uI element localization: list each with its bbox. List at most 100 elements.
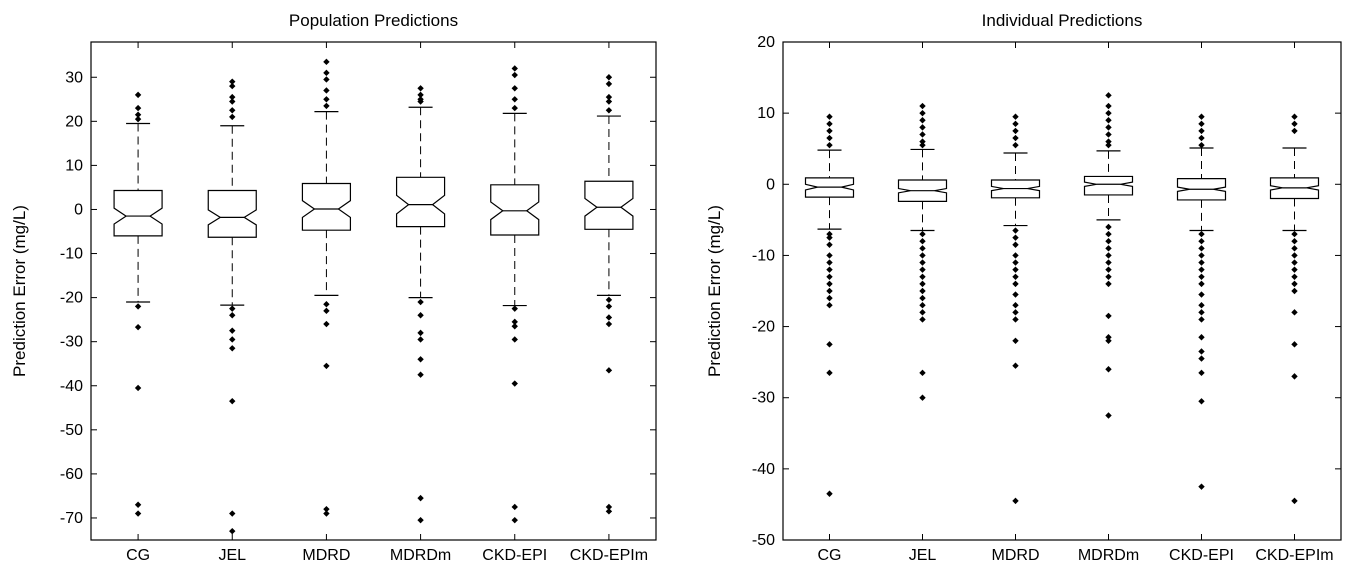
outlier-point — [919, 109, 926, 117]
y-tick-label: -30 — [60, 334, 83, 351]
outlier-point — [1105, 138, 1112, 145]
x-tick-label: MDRD — [302, 547, 350, 564]
outlier-point — [229, 327, 236, 334]
outlier-point — [1198, 291, 1205, 298]
outlier-point — [323, 102, 330, 110]
outlier-point — [1198, 309, 1205, 316]
outlier-point — [1105, 223, 1112, 231]
outlier-point — [1105, 273, 1112, 280]
y-tick-label: -40 — [60, 378, 83, 395]
outlier-point — [1105, 141, 1112, 149]
outlier-point — [826, 259, 833, 266]
outlier-point — [1291, 259, 1298, 266]
outlier-point — [1198, 316, 1205, 323]
outlier-point — [417, 516, 424, 524]
outlier-point — [323, 362, 330, 370]
outlier-point — [1291, 230, 1298, 238]
outlier-point — [1012, 280, 1019, 288]
y-tick-label: -50 — [752, 532, 775, 549]
outlier-point — [826, 134, 833, 142]
outlier-point — [1012, 241, 1019, 248]
y-tick-label: -40 — [752, 461, 775, 478]
outlier-point — [1012, 127, 1019, 135]
outlier-point — [134, 384, 142, 392]
outlier-point — [1105, 252, 1112, 259]
outlier-point — [1105, 412, 1112, 419]
outlier-point — [134, 104, 142, 112]
x-tick-label: CG — [818, 547, 842, 564]
outlier-point — [511, 65, 518, 72]
outlier-point — [1291, 266, 1298, 273]
outlier-point — [919, 131, 926, 138]
outlier-point — [323, 87, 330, 94]
notched-box — [584, 180, 634, 230]
outlier-point — [134, 501, 142, 508]
outlier-point — [229, 82, 236, 90]
outlier-point — [605, 93, 613, 101]
x-tick-label: JEL — [218, 547, 246, 564]
outlier-point — [511, 104, 518, 112]
outlier-point — [919, 287, 926, 295]
y-tick-label: 30 — [65, 69, 83, 86]
outlier-point — [1105, 280, 1112, 288]
outlier-point — [229, 336, 236, 343]
x-tick-label: CG — [126, 547, 150, 564]
outlier-point — [417, 312, 424, 319]
outlier-point — [1012, 291, 1019, 298]
outlier-point — [1105, 312, 1112, 320]
outlier-point — [826, 252, 833, 259]
outlier-point — [1012, 316, 1019, 323]
outlier-point — [1198, 280, 1205, 288]
outlier-point — [1105, 109, 1112, 117]
outlier-point — [1291, 287, 1298, 295]
individual-predictions-panel: Individual Predictions Prediction Error … — [705, 11, 1342, 564]
y-tick-label: 0 — [766, 176, 775, 193]
outlier-point — [511, 503, 518, 511]
x-tick-label: MDRDm — [1078, 547, 1139, 564]
outlier-point — [1291, 238, 1298, 245]
individual-y-axis-label: Prediction Error (mg/L) — [705, 205, 724, 377]
outlier-point — [919, 394, 926, 401]
x-tick-label: JEL — [909, 547, 937, 564]
outlier-point — [1198, 273, 1205, 280]
outlier-point — [229, 345, 236, 352]
outlier-point — [826, 127, 833, 135]
outlier-point — [323, 69, 330, 77]
outlier-point — [1198, 113, 1205, 120]
outlier-point — [1105, 117, 1112, 124]
y-tick-label: -10 — [60, 246, 83, 263]
outlier-point — [1012, 120, 1019, 128]
outlier-point — [1198, 348, 1205, 355]
y-tick-label: 20 — [757, 34, 775, 51]
outlier-point — [1198, 238, 1205, 245]
outlier-point — [1291, 245, 1298, 252]
outlier-point — [1291, 309, 1298, 316]
y-tick-label: -10 — [752, 247, 775, 264]
outlier-point — [229, 397, 236, 405]
outlier-point — [1198, 398, 1205, 405]
box-jel: JEL — [207, 42, 257, 564]
outlier-point — [605, 503, 613, 511]
outlier-point — [1012, 302, 1019, 309]
outlier-point — [1012, 497, 1019, 505]
outlier-point — [417, 371, 424, 378]
outlier-point — [1012, 337, 1019, 344]
outlier-point — [417, 494, 424, 502]
outlier-point — [919, 230, 926, 238]
outlier-point — [1198, 230, 1205, 238]
outlier-point — [323, 301, 330, 308]
outlier-point — [417, 336, 424, 343]
outlier-point — [826, 266, 833, 273]
outlier-point — [1198, 252, 1205, 259]
outlier-point — [134, 510, 142, 517]
outlier-point — [826, 490, 833, 497]
outlier-point — [1012, 227, 1019, 234]
outlier-point — [1012, 362, 1019, 369]
outlier-point — [826, 113, 833, 120]
outlier-point — [417, 329, 424, 337]
population-y-axis-label: Prediction Error (mg/L) — [10, 205, 29, 377]
population-predictions-panel: Population Predictions Prediction Error … — [10, 11, 657, 564]
outlier-point — [1012, 266, 1019, 273]
outlier-point — [919, 102, 926, 110]
outlier-point — [229, 78, 236, 85]
